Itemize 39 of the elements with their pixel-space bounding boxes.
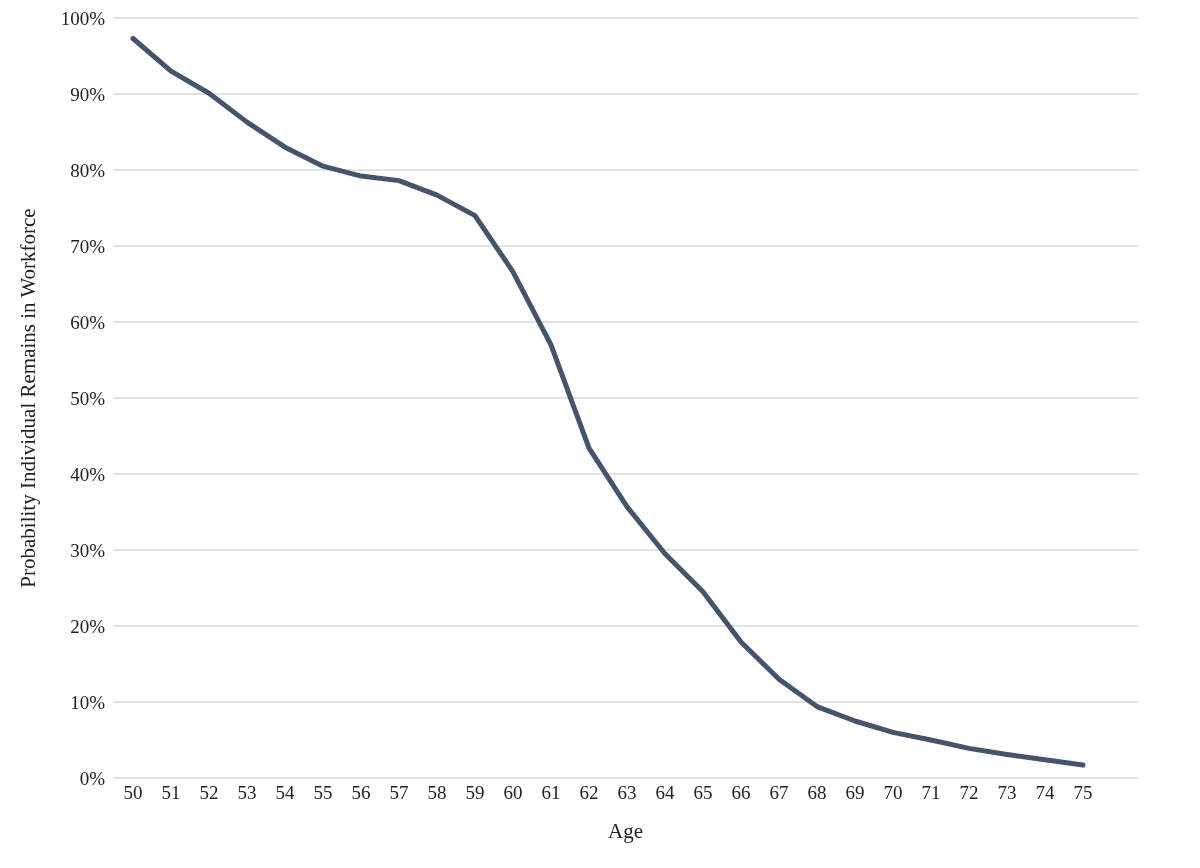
x-tick-label: 71 [921,782,941,804]
y-tick-label: 90% [70,83,106,105]
x-tick-label: 68 [807,782,827,804]
x-tick-label: 65 [693,782,713,804]
x-tick-label: 50 [123,782,143,804]
y-tick-label: 50% [70,387,106,409]
x-tick-label: 64 [655,782,675,804]
x-tick-label: 60 [503,782,523,804]
x-tick-label: 70 [883,782,903,804]
x-tick-label: 56 [351,782,371,804]
x-tick-label: 62 [579,782,599,804]
x-tick-label: 66 [731,782,751,804]
y-tick-label: 60% [70,311,106,333]
x-tick-label: 52 [199,782,219,804]
x-tick-label: 58 [427,782,447,804]
x-tick-label: 53 [237,782,257,804]
y-tick-label: 100% [60,7,106,29]
y-tick-label: 10% [70,691,106,713]
x-tick-label: 67 [769,782,789,804]
x-tick-label: 73 [997,782,1017,804]
x-tick-label: 75 [1073,782,1093,804]
y-tick-label: 70% [70,235,106,257]
x-tick-label: 57 [389,782,409,804]
x-tick-label: 61 [541,782,561,804]
y-tick-label: 40% [70,463,106,485]
x-tick-label: 55 [313,782,333,804]
y-axis-title: Probability Individual Remains in Workforce [16,208,41,588]
x-axis-title: Age [608,819,643,843]
y-tick-label: 0% [79,767,106,789]
x-tick-label: 63 [617,782,637,804]
x-tick-label: 72 [959,782,979,804]
x-tick-label: 51 [161,782,181,804]
x-tick-label: 54 [275,782,295,804]
x-tick-label: 74 [1035,782,1055,804]
y-tick-label: 80% [70,159,106,181]
x-tick-label: 69 [845,782,865,804]
x-tick-label: 59 [465,782,485,804]
y-tick-label: 30% [70,539,106,561]
y-tick-label: 20% [70,615,106,637]
